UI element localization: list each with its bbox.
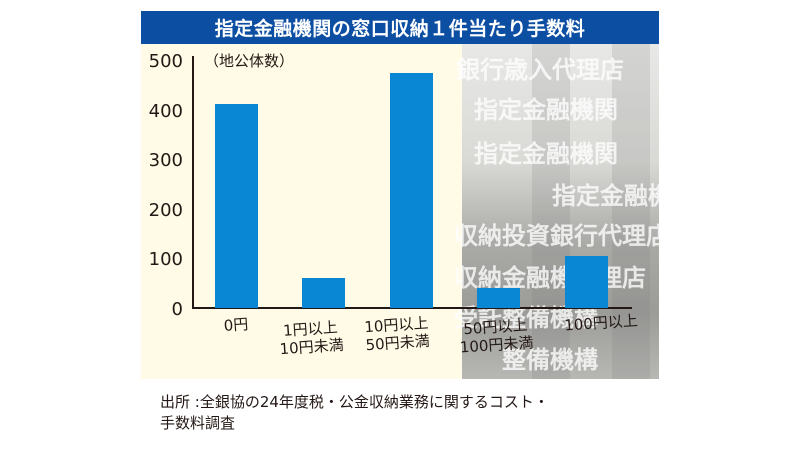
photo-sign-text: 収納金融機代理店 xyxy=(454,264,646,292)
x-tick-label: 1円以上 10円未満 xyxy=(265,317,357,359)
background-photo: 銀行歳入代理店 指定金融機関 指定金融機関 指定金融機 収納投資銀行代理店 収納… xyxy=(454,44,659,379)
photo-sign-text: 指定金融機関 xyxy=(474,96,618,124)
photo-sign-text: 銀行歳入代理店 xyxy=(456,56,624,84)
y-tick-label: 200 xyxy=(148,200,183,221)
source-note: 出所 :全銀協の24年度税・公金収納業務に関するコスト・ 手数料調査 xyxy=(160,392,549,434)
x-tick-label: 10円以上 50円未満 xyxy=(351,313,443,355)
y-tick-label: 100 xyxy=(148,249,183,270)
photo-sign-text: 収納投資銀行代理店 xyxy=(454,222,659,250)
x-label-line: 0円 xyxy=(223,315,249,335)
y-tick-label: 300 xyxy=(148,150,183,171)
photo-pillar xyxy=(612,44,650,379)
bar xyxy=(390,72,433,308)
y-axis-unit-label: （地公体数） xyxy=(204,52,295,70)
y-tick-label: 0 xyxy=(171,299,183,320)
x-tick-label: 50円以上 100円未満 xyxy=(445,315,547,358)
photo-sign-text: 指定金融機 xyxy=(552,182,659,210)
y-tick-label: 400 xyxy=(148,101,183,122)
source-line: 出所 :全銀協の24年度税・公金収納業務に関するコスト・ xyxy=(160,393,549,411)
x-axis-line xyxy=(192,307,632,309)
bar xyxy=(215,103,258,308)
y-tick-label: 500 xyxy=(148,51,183,72)
photo-pillar xyxy=(532,44,570,379)
bar xyxy=(302,278,345,308)
x-tick-label: 0円 xyxy=(200,314,271,337)
bar xyxy=(477,288,520,308)
photo-sign-text: 整備機構 xyxy=(502,346,598,374)
plot-area: 銀行歳入代理店 指定金融機関 指定金融機関 指定金融機 収納投資銀行代理店 収納… xyxy=(141,44,659,379)
bar xyxy=(565,255,608,308)
source-line: 手数料調査 xyxy=(160,414,236,432)
chart-title: 指定金融機関の窓口収納１件当たり手数料 xyxy=(141,11,659,44)
photo-sign-text: 指定金融機関 xyxy=(474,140,618,168)
y-axis-line xyxy=(192,56,194,308)
